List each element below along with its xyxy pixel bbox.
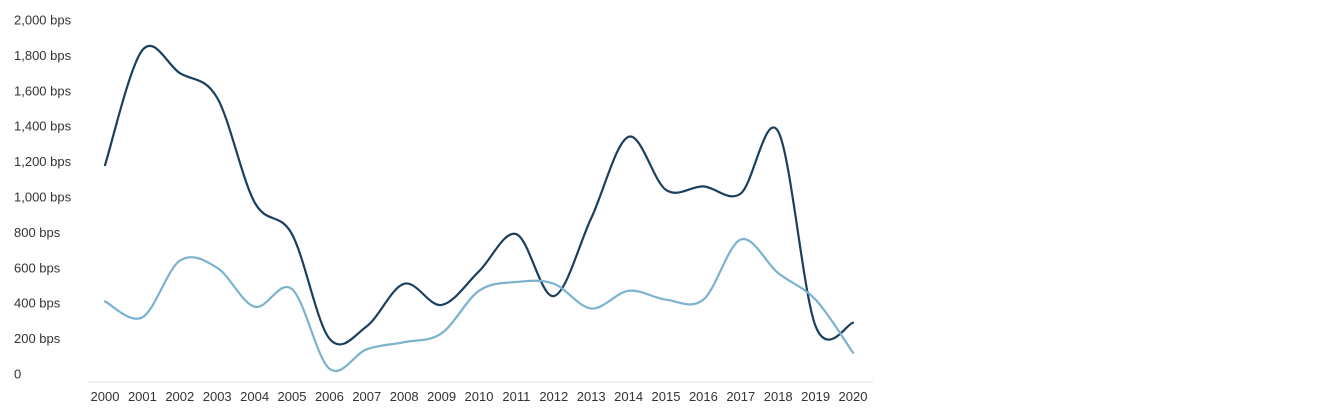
x-tick-label: 2016 [689, 389, 718, 404]
series-1-point [401, 281, 407, 287]
series-1-point [289, 231, 295, 237]
series-2-point [700, 297, 706, 303]
series-2-point [775, 270, 781, 276]
series-1-point [102, 162, 108, 168]
y-tick-label: 600 bps [14, 260, 61, 275]
series-line-1 [103, 44, 855, 346]
series-2-point [513, 279, 519, 285]
x-tick-label: 2017 [726, 389, 755, 404]
x-tick-label: 2019 [801, 389, 830, 404]
series-1-point [364, 323, 370, 329]
x-tick-label: 2002 [165, 389, 194, 404]
x-tick-label: 2010 [465, 389, 494, 404]
series-1-point [663, 187, 669, 193]
y-tick-label: 0 [14, 367, 21, 382]
y-tick-label: 1,800 bps [14, 48, 72, 63]
x-tick-label: 2014 [614, 389, 643, 404]
series-2-point [401, 339, 407, 345]
series-1-point [476, 268, 482, 274]
series-2-point [214, 265, 220, 271]
series-1-point [214, 95, 220, 101]
series-2-point [177, 258, 183, 264]
series-2-point [364, 346, 370, 352]
x-tick-label: 2001 [128, 389, 157, 404]
series-2-point [551, 281, 557, 287]
x-tick-label: 2005 [278, 389, 307, 404]
series-1-point [326, 336, 332, 342]
series-layer [103, 44, 855, 373]
y-tick-label: 1,400 bps [14, 119, 72, 134]
y-tick-label: 1,600 bps [14, 83, 72, 98]
axis-layer: 0 200 bps 400 bps 600 bps 800 bps 1,000 bps 1,… [14, 13, 873, 404]
series-1-point [626, 134, 632, 140]
x-tick-label: 2013 [577, 389, 606, 404]
series-2-point [588, 306, 594, 312]
series-1-point [252, 199, 258, 205]
y-tick-label: 1,200 bps [14, 154, 72, 169]
series-2-point [813, 297, 819, 303]
series-1-point [551, 293, 557, 299]
series-1-point [588, 215, 594, 221]
x-tick-label: 2012 [539, 389, 568, 404]
x-tick-label: 2007 [352, 389, 381, 404]
series-line-2 [103, 238, 855, 373]
series-1-point [850, 320, 856, 326]
series-2-point [850, 350, 856, 356]
x-tick-label: 2000 [91, 389, 120, 404]
x-tick-label: 2004 [240, 389, 269, 404]
series-1-point [177, 70, 183, 76]
series-2-point [252, 304, 258, 310]
x-tick-label: 2015 [652, 389, 681, 404]
series-2-point [663, 297, 669, 303]
series-2-point [139, 314, 145, 320]
y-tick-label: 200 bps [14, 331, 61, 346]
x-tick-label: 2006 [315, 389, 344, 404]
x-tick-label: 2020 [839, 389, 868, 404]
y-tick-label: 2,000 bps [14, 13, 72, 28]
series-2-point [326, 366, 332, 372]
series-1-point [439, 302, 445, 308]
y-tick-label: 400 bps [14, 296, 61, 311]
y-tick-label: 1,000 bps [14, 190, 72, 205]
series-2-point [102, 298, 108, 304]
y-tick-label: 800 bps [14, 225, 61, 240]
series-1-point [139, 47, 145, 53]
series-2-point [476, 288, 482, 294]
x-tick-label: 2009 [427, 389, 456, 404]
point-layer [102, 47, 856, 372]
series-2-point [626, 288, 632, 294]
series-1-point [813, 323, 819, 329]
series-1-point [738, 190, 744, 196]
x-tick-label: 2003 [203, 389, 232, 404]
series-1-point [513, 231, 519, 237]
series-2-point [289, 286, 295, 292]
series-2-point [738, 236, 744, 242]
series-1-point [775, 129, 781, 135]
x-tick-label: 2018 [764, 389, 793, 404]
x-tick-label: 2011 [502, 389, 530, 404]
series-1-point [700, 183, 706, 189]
x-tick-label: 2008 [390, 389, 419, 404]
series-2-point [439, 330, 445, 336]
